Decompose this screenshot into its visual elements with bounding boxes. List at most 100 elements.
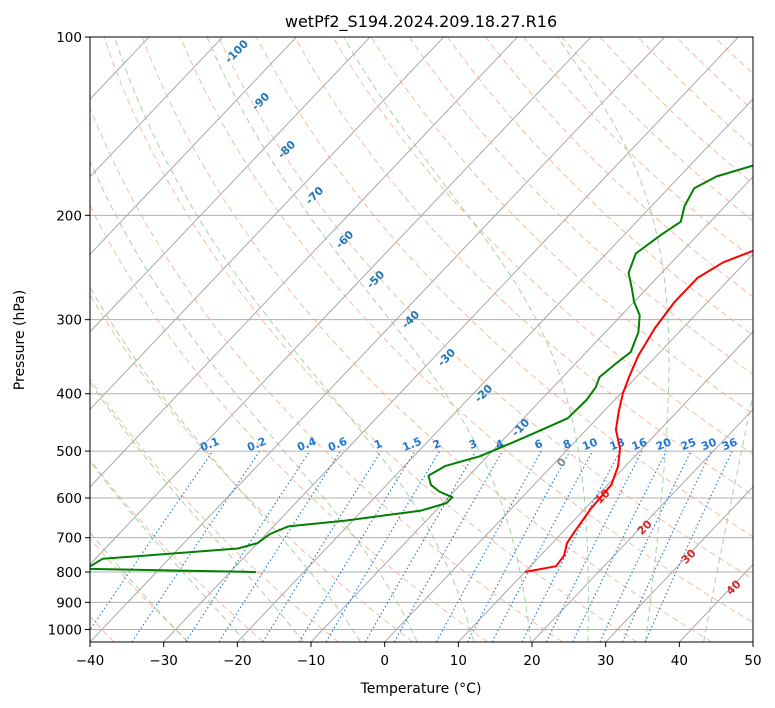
- x-tick-label: −20: [223, 653, 252, 669]
- mixing-ratio-line: [572, 450, 667, 642]
- mixing-ratio-label: 8: [561, 437, 573, 452]
- moist-adiabat-line: [90, 286, 362, 642]
- dry-adiabat-line: [179, 37, 753, 623]
- isotherm-label: -90: [249, 90, 272, 113]
- temperature-profile-line: [524, 249, 753, 573]
- isotherm-label: -60: [333, 228, 356, 251]
- x-tick-label: 20: [523, 653, 540, 669]
- mixing-ratio-line: [262, 450, 382, 642]
- moist-adiabat-label: 40: [724, 577, 744, 597]
- chart-title: wetPf2_S194.2024.209.18.27.R16: [285, 12, 557, 32]
- mixing-ratio-line: [185, 450, 311, 642]
- isotherm-label: -80: [275, 138, 298, 161]
- x-tick-label: −30: [149, 653, 178, 669]
- mixing-ratio-line: [90, 450, 214, 631]
- y-tick-label: 700: [56, 531, 82, 547]
- isotherm-line: [384, 253, 753, 642]
- isotherm-line: [90, 37, 518, 488]
- mixing-ratio-label: 20: [654, 435, 673, 453]
- mixing-ratio-line: [298, 450, 416, 642]
- isotherm-label: -40: [399, 308, 422, 331]
- mixing-ratio-line: [393, 450, 503, 642]
- mixing-ratio-line: [364, 450, 477, 642]
- y-axis-ticks: 100 200 300 400 500 600 700 800 900 1000: [48, 30, 90, 638]
- mixing-ratio-line: [325, 450, 441, 642]
- mixing-ratio-label: 13: [608, 436, 627, 454]
- isotherm-line: [458, 331, 753, 642]
- y-tick-label: 100: [56, 30, 82, 46]
- dry-adiabat-line: [103, 37, 638, 642]
- isotherm-line: [752, 641, 753, 642]
- dry-adiabat-line: [637, 37, 753, 148]
- background-lines: [0, 37, 753, 642]
- y-tick-label: 800: [56, 565, 82, 581]
- isotherm-labels: -100-90-80-70-60-50-40-30-20-10: [222, 37, 532, 439]
- dry-adiabat-line: [332, 37, 753, 455]
- moist-adiabat-line: [206, 37, 532, 642]
- moist-adiabat-line: [90, 531, 188, 642]
- dry-adiabat-line: [90, 458, 264, 642]
- mixing-ratio-label: 1: [372, 437, 384, 452]
- isotherm-line: [90, 37, 666, 642]
- dry-adiabat-line: [370, 37, 753, 415]
- x-axis-label: Temperature (°C): [360, 681, 482, 697]
- isotherm-label: -50: [364, 268, 387, 291]
- dry-adiabat-line: [90, 537, 190, 642]
- isotherm-line: [90, 37, 224, 178]
- mixing-ratio-line: [545, 450, 643, 642]
- x-tick-label: 50: [744, 653, 761, 669]
- dry-adiabat-line: [523, 37, 753, 260]
- y-axis-label: Pressure (hPa): [12, 290, 28, 390]
- profile-lines: [90, 164, 753, 573]
- y-tick-label: 600: [56, 491, 82, 507]
- mixing-ratio-line: [218, 450, 341, 642]
- moist-adiabat-label: 0: [554, 455, 569, 470]
- mixing-ratio-label: 10: [580, 435, 599, 453]
- mixing-ratio-label: 3: [467, 437, 479, 452]
- mixing-ratio-label: 25: [679, 436, 698, 454]
- x-tick-label: −10: [297, 653, 326, 669]
- isotherm-label: -20: [472, 382, 495, 405]
- isotherm-label: -30: [435, 346, 458, 369]
- dry-adiabat-line: [446, 37, 753, 336]
- dry-adiabat-line: [408, 37, 753, 375]
- mixing-ratio-label: 2: [431, 437, 443, 452]
- moist-adiabat-line: [703, 392, 753, 642]
- y-tick-label: 200: [56, 208, 82, 224]
- y-tick-label: 400: [56, 387, 82, 403]
- mixing-ratio-line: [644, 450, 733, 642]
- mixing-ratio-line: [131, 450, 261, 642]
- moist-adiabat-label: 20: [635, 517, 655, 537]
- dry-adiabat-line: [217, 37, 753, 580]
- mixing-ratio-line: [467, 450, 571, 642]
- dry-adiabat-line: [714, 37, 753, 75]
- x-tick-label: 30: [597, 653, 614, 669]
- moist-adiabat-line: [556, 37, 670, 642]
- dry-adiabat-line: [90, 204, 488, 642]
- isotherm-line: [0, 37, 2, 642]
- mixing-ratio-label: 30: [699, 435, 718, 453]
- y-tick-label: 1000: [48, 622, 82, 638]
- dry-adiabat-line: [141, 37, 712, 642]
- y-tick-label: 900: [56, 595, 82, 611]
- isotherm-line: [90, 37, 592, 566]
- dry-adiabat-line: [256, 37, 753, 538]
- dry-adiabat-line: [294, 37, 753, 496]
- moist-adiabat-line: [90, 159, 418, 642]
- dry-adiabat-line: [90, 293, 414, 642]
- isotherm-line: [605, 486, 753, 642]
- moist-adiabat-line: [114, 37, 475, 642]
- moist-adiabat-line: [90, 381, 304, 642]
- dewpoint-profile-line: [90, 164, 753, 573]
- moist-adiabat-label: 30: [679, 546, 699, 566]
- isotherm-line: [90, 37, 371, 333]
- dry-adiabat-line: [752, 37, 753, 39]
- moist-adiabat-line: [343, 37, 589, 642]
- mixing-ratio-label: 16: [630, 435, 649, 453]
- mixing-ratio-label: 36: [720, 435, 739, 453]
- isotherm-line: [237, 98, 753, 642]
- isotherm-line: [90, 37, 445, 411]
- moist-adiabat-line: [90, 460, 247, 642]
- dry-adiabat-line: [485, 37, 753, 298]
